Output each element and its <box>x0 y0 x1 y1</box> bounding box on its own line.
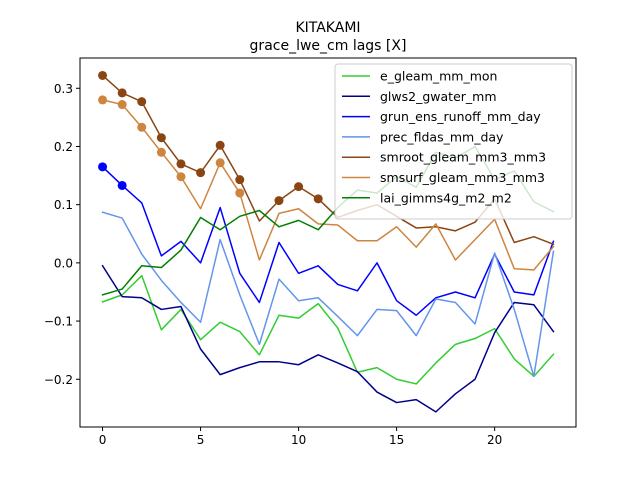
series-point-smsurf_gleam_mm3_mm3-2 <box>137 122 147 132</box>
series-point-grun_ens_runoff_mm_day-1 <box>117 180 127 190</box>
legend-label-smroot_gleam_mm3_mm3: smroot_gleam_mm3_mm3 <box>380 150 546 165</box>
series-point-smroot_gleam_mm3_mm3-0 <box>98 70 108 80</box>
legend: e_gleam_mm_mon glws2_gwater_mm grun_ens_ru… <box>334 63 573 220</box>
series-point-smroot_gleam_mm3_mm3-2 <box>137 97 147 107</box>
series-point-smroot_gleam_mm3_mm3-4 <box>176 159 186 169</box>
x-tick-label-5: 5 <box>197 433 205 447</box>
series-line-grun_ens_runoff_mm_day <box>101 165 555 316</box>
series-line-e_gleam_mm_mon <box>101 274 555 385</box>
legend-label-lai_gimms4g_m2_m2: lai_gimms4g_m2_m2 <box>380 190 512 205</box>
axes-frame <box>79 57 577 428</box>
series-point-smroot_gleam_mm3_mm3-11 <box>313 194 323 204</box>
series-point-smroot_gleam_mm3_mm3-3 <box>156 133 166 143</box>
series-point-smsurf_gleam_mm3_mm3-7 <box>235 188 245 198</box>
series-point-smroot_gleam_mm3_mm3-1 <box>117 88 127 98</box>
y-tick-label-1: −0.1 <box>44 315 73 329</box>
chart-subtitle: grace_lwe_cm lags [X] <box>250 38 407 54</box>
series-line-glws2_gwater_mm <box>101 264 555 413</box>
series-point-smsurf_gleam_mm3_mm3-0 <box>98 95 108 105</box>
legend-label-grun_ens_runoff_mm_day: grun_ens_runoff_mm_day <box>380 109 541 124</box>
y-tick-label-3: 0.1 <box>54 198 73 212</box>
legend-label-e_gleam_mm_mon: e_gleam_mm_mon <box>380 69 497 84</box>
legend-label-smsurf_gleam_mm3_mm3: smsurf_gleam_mm3_mm3 <box>380 170 545 185</box>
y-tick-label-5: 0.3 <box>54 82 73 96</box>
x-tick-label-0: 0 <box>99 433 107 447</box>
series-point-smsurf_gleam_mm3_mm3-3 <box>156 147 166 157</box>
x-tick-label-15: 15 <box>389 433 404 447</box>
x-tick-label-20: 20 <box>487 433 502 447</box>
y-tick-label-0: −0.2 <box>44 373 73 387</box>
y-tick-label-4: 0.2 <box>54 140 73 154</box>
series-point-smsurf_gleam_mm3_mm3-6 <box>215 158 225 168</box>
series-point-grun_ens_runoff_mm_day-0 <box>98 162 108 172</box>
series-point-smsurf_gleam_mm3_mm3-4 <box>176 172 186 182</box>
legend-box <box>334 63 573 220</box>
series-point-smroot_gleam_mm3_mm3-7 <box>235 175 245 185</box>
y-tick-label-2: 0.0 <box>54 256 73 270</box>
legend-label-glws2_gwater_mm: glws2_gwater_mm <box>380 89 497 104</box>
series-line-prec_fldas_mm_day <box>101 211 555 378</box>
x-tick-label-10: 10 <box>291 433 306 447</box>
series-point-smroot_gleam_mm3_mm3-10 <box>294 182 304 192</box>
series-point-smroot_gleam_mm3_mm3-6 <box>215 140 225 150</box>
series-line-smsurf_gleam_mm3_mm3 <box>101 99 555 271</box>
series-point-smroot_gleam_mm3_mm3-9 <box>274 196 284 206</box>
chart-title: KITAKAMI <box>295 20 360 36</box>
legend-label-prec_fldas_mm_day: prec_fldas_mm_day <box>380 129 504 144</box>
series-point-smroot_gleam_mm3_mm3-5 <box>196 168 206 178</box>
series-point-smsurf_gleam_mm3_mm3-1 <box>117 100 127 110</box>
